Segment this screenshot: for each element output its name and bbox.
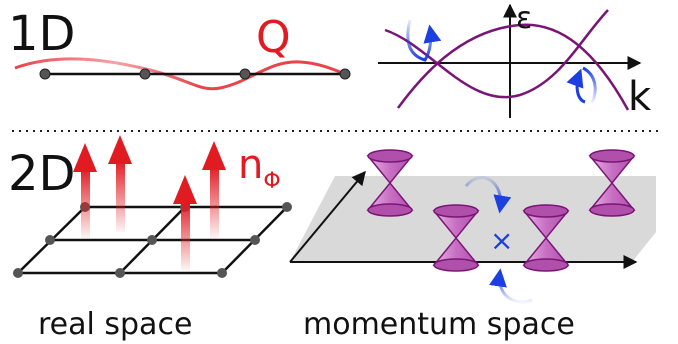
crossing-marker: × — [490, 224, 513, 257]
lattice-site — [45, 235, 55, 245]
spin-arrow-up-icon — [73, 143, 97, 238]
caption-momentum-space: momentum space — [303, 307, 575, 342]
band-curve — [384, 9, 609, 99]
dirac-cone-icon — [432, 204, 480, 272]
scatter-arrow-right — [582, 66, 597, 104]
chain-site — [339, 68, 351, 80]
chain-site — [39, 68, 51, 80]
chain-site — [239, 68, 251, 80]
lattice-site — [217, 268, 227, 278]
lattice-2d — [13, 202, 292, 278]
row-label-1d: 1D — [8, 6, 76, 62]
band-diagram-1d — [378, 3, 642, 118]
wave-q — [14, 57, 351, 91]
spin-arrow-up-icon — [108, 135, 132, 232]
lattice-site — [115, 268, 125, 278]
dirac-cone-icon — [588, 149, 636, 217]
scatter-arrow-left — [406, 19, 442, 62]
lattice-site — [147, 235, 157, 245]
energy-axis-label: ε — [516, 1, 532, 36]
band-curve — [396, 23, 630, 111]
spin-arrow-up-icon — [173, 175, 197, 270]
spin-arrow-up-icon — [202, 141, 226, 238]
lattice-site — [13, 268, 23, 278]
lattice-site — [282, 202, 292, 212]
scatter-arrow-top — [464, 176, 512, 214]
chain-1d — [39, 68, 351, 80]
lattice-site — [250, 235, 260, 245]
order-parameter-label: nΦ — [238, 142, 281, 194]
dirac-cone-icon — [522, 204, 570, 272]
momentum-axis-label: k — [628, 74, 652, 120]
row-label-2d: 2D — [8, 146, 76, 202]
scatter-arrow-bottom — [489, 268, 533, 304]
wavevector-label: Q — [256, 12, 291, 63]
chain-site — [139, 68, 151, 80]
dirac-cone-icon — [366, 149, 414, 217]
caption-real-space: real space — [38, 307, 192, 342]
